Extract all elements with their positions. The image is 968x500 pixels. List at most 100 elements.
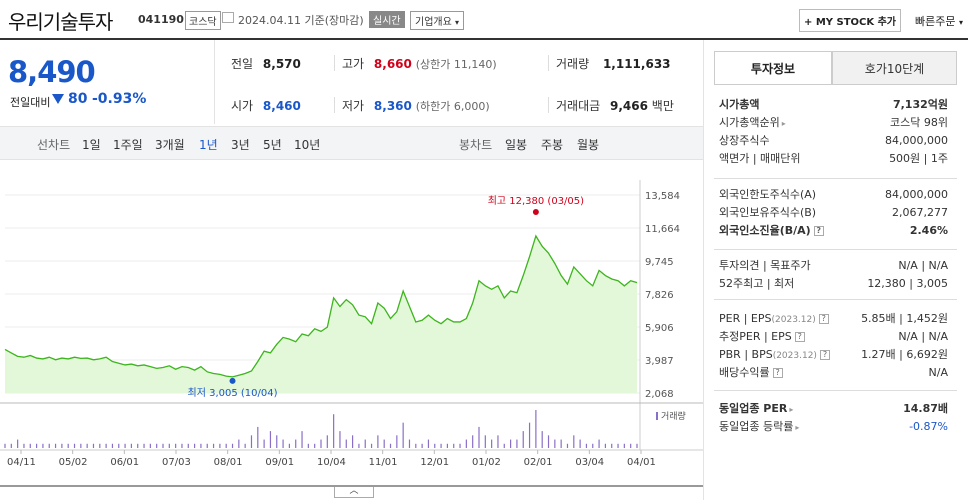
info-row: 상장주식수 84,000,000 (719, 131, 948, 149)
info-label-text: 시가총액순위 (719, 116, 780, 129)
volume-bar (541, 431, 543, 448)
realtime-badge[interactable]: 실시간 (369, 11, 405, 28)
volume: 거래량 1,111,633 (556, 55, 671, 72)
volume-bar (231, 443, 234, 448)
candle-monthly[interactable]: 월봉 (577, 138, 600, 152)
period-1y[interactable]: 1년 (199, 138, 218, 152)
volume-bar (472, 435, 474, 448)
info-label[interactable]: 외국인소진율(B/A)? (719, 222, 824, 238)
high-value: 8,660 (373, 57, 412, 71)
period-3y[interactable]: 3년 (231, 138, 250, 152)
collapse-chart-button[interactable]: ︿ (334, 487, 374, 498)
info-label[interactable]: 동일업종 등락률 ▸ (719, 418, 799, 434)
info-value: 코스닥 98위 (890, 116, 948, 129)
tab-investment-info[interactable]: 투자정보 (714, 51, 832, 85)
info-label-text: 시가총액 (719, 98, 760, 111)
help-icon[interactable]: ? (772, 368, 783, 378)
volume-bar (566, 443, 569, 448)
quick-order-button[interactable]: 빠른주문 ▾ (915, 13, 963, 29)
y-tick-label: 7,826 (645, 290, 674, 301)
volume-bar (276, 435, 278, 448)
volume-bar (484, 435, 486, 448)
period-3m[interactable]: 3개월 (155, 138, 185, 152)
volume-bar (427, 439, 430, 448)
volume-bar (503, 443, 505, 448)
info-label[interactable]: 동일업종 PER ▸ (719, 400, 793, 416)
info-label[interactable]: 시가총액순위 ▸ (719, 114, 786, 130)
date-text: 2024.04.11 (238, 14, 301, 27)
volume-bar (307, 443, 309, 448)
calendar-icon (222, 12, 234, 23)
volume-bar (623, 443, 625, 448)
candle-weekly[interactable]: 주봉 (541, 138, 564, 152)
y-tick-label: 11,664 (645, 224, 680, 235)
info-label[interactable]: 추정PER | EPS? (719, 328, 805, 344)
period-10y[interactable]: 10년 (294, 138, 321, 152)
info-row: 동일업종 PER ▸ 14.87배 (719, 399, 948, 417)
company-overview-dropdown[interactable]: 기업개요 ▾ (410, 11, 465, 30)
volume-bar (54, 443, 57, 448)
info-value: 500원 | 1주 (889, 152, 948, 165)
info-label: 52주최고 | 최저 (719, 275, 794, 291)
help-icon[interactable]: ? (794, 332, 805, 342)
volume-bar (339, 431, 341, 448)
info-label-text: 투자의견 | 목표주가 (719, 259, 811, 272)
info-label[interactable]: 배당수익률? (719, 364, 783, 380)
info-label-text: 외국인보유주식수(B) (719, 206, 817, 219)
help-icon[interactable]: ? (818, 313, 829, 324)
volume-bar (510, 439, 512, 448)
volume-bar (263, 439, 265, 448)
info-label-text: PBR | BPS (719, 347, 773, 361)
price-line (4, 234, 638, 378)
info-row: 배당수익률? N/A (719, 363, 948, 381)
volume-bar (345, 439, 347, 448)
info-label[interactable]: PER | EPS(2023.12)? (719, 312, 829, 325)
info-label-text: 상장주식수 (719, 134, 770, 147)
candle-daily[interactable]: 일봉 (505, 138, 528, 152)
info-row: 투자의견 | 목표주가 N/A | N/A (719, 256, 948, 274)
info-value: 1.27배 | 6,692원 (861, 348, 948, 361)
period-1d[interactable]: 1일 (82, 138, 101, 152)
add-mystock-button[interactable]: + MY STOCK 추가 (799, 9, 901, 32)
y-tick-label: 2,068 (645, 389, 674, 400)
x-tick-label: 03/04 (575, 457, 604, 468)
change-percent: -0.93% (92, 91, 147, 107)
volume-bar (225, 443, 227, 448)
period-5y[interactable]: 5년 (263, 138, 282, 152)
info-label-text: 동일업종 등락률 (719, 420, 794, 433)
divider (334, 97, 335, 113)
info-value: 2,067,277 (892, 205, 948, 219)
info-label[interactable]: PBR | BPS(2023.12)? (719, 348, 830, 361)
volume-bar (67, 443, 69, 448)
section-divider (714, 299, 957, 300)
volume-bar (459, 443, 461, 448)
volume-bar (314, 443, 316, 448)
high-annotation: 최고 12,380 (03/05) (488, 195, 584, 207)
volume-bar (282, 439, 284, 448)
info-value: N/A | N/A (898, 329, 948, 343)
volume-bar (257, 426, 259, 448)
prev-value: 8,570 (262, 57, 301, 71)
info-label-text: 52주최고 | 최저 (719, 277, 795, 290)
volume-bar (604, 443, 606, 448)
volume-bar (611, 443, 613, 448)
x-tick-label: 04/11 (7, 457, 36, 468)
help-icon[interactable]: ? (813, 226, 824, 236)
help-icon[interactable]: ? (819, 349, 830, 360)
section-divider (714, 390, 957, 391)
info-value: 84,000,000 (885, 187, 948, 201)
tab-orderbook-10[interactable]: 호가10단계 (832, 51, 957, 85)
basis-text: 기준(장마감) (304, 14, 364, 27)
company-overview-label: 기업개요 (415, 17, 452, 28)
volume-bar (200, 443, 202, 448)
volume-legend-swatch (656, 412, 658, 420)
info-value: -0.87% (909, 419, 948, 433)
header-divider (0, 38, 968, 40)
info-label: 외국인보유주식수(B) (719, 204, 816, 220)
period-1w[interactable]: 1주일 (113, 138, 143, 152)
info-value: N/A | N/A (898, 258, 948, 272)
volume-bar (560, 439, 562, 448)
price-chart[interactable]: 13,584 11,664 9,745 7,826 5,906 3,987 2,068 거래량… (0, 160, 703, 485)
amount-unit: 백만 (651, 99, 674, 113)
info-row: PBR | BPS(2023.12)? 1.27배 | 6,692원 (719, 345, 948, 363)
